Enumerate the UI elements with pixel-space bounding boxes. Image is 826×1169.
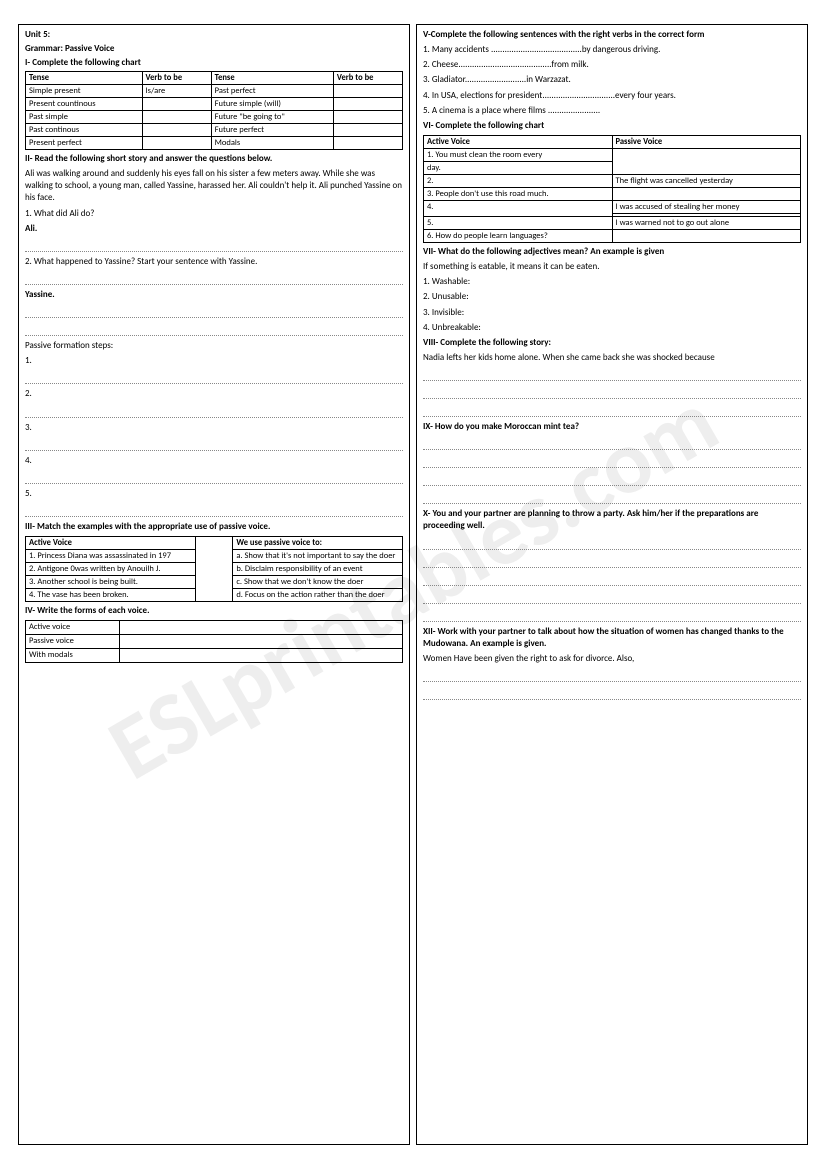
- s7-3: 3. Invisible:: [423, 307, 801, 319]
- answer-line[interactable]: [423, 473, 801, 486]
- yassine-label: Yassine.: [25, 289, 403, 301]
- answer-line[interactable]: [423, 386, 801, 399]
- blank-cell[interactable]: [120, 621, 403, 635]
- answer-line[interactable]: [423, 368, 801, 381]
- s5-2: 2. Cheese...............................…: [423, 59, 801, 71]
- answer-line[interactable]: [423, 609, 801, 622]
- heading-3: III- Match the examples with the appropr…: [25, 521, 403, 533]
- connector-cell[interactable]: [195, 537, 233, 602]
- answer-line[interactable]: [25, 323, 403, 336]
- heading-4: IV- Write the forms of each voice.: [25, 605, 403, 617]
- answer-line[interactable]: [25, 371, 403, 384]
- tense-chart: Tense Verb to be Tense Verb to be Simple…: [25, 71, 403, 150]
- th: Verb to be: [142, 72, 211, 85]
- heading-8: VIII- Complete the following story:: [423, 337, 801, 349]
- ali-label: Ali.: [25, 223, 403, 235]
- answer-line[interactable]: [423, 491, 801, 504]
- th: Active Voice: [26, 537, 196, 550]
- th: Tense: [211, 72, 333, 85]
- heading-5: V-Complete the following sentences with …: [423, 29, 801, 41]
- forms-table: Active voice Passive voice With modals: [25, 620, 403, 663]
- left-column: Unit 5: Grammar: Passive Voice I- Comple…: [18, 24, 410, 1145]
- heading-7: VII- What do the following adjectives me…: [423, 246, 801, 258]
- answer-line[interactable]: [423, 669, 801, 682]
- answer-line[interactable]: [423, 537, 801, 550]
- heading-2: II- Read the following short story and a…: [25, 153, 403, 165]
- step: 4.: [25, 455, 403, 467]
- blank-cell[interactable]: [120, 635, 403, 649]
- answer-line[interactable]: [423, 591, 801, 604]
- match-table: Active Voice We use passive voice to: 1.…: [25, 536, 403, 602]
- answer-line[interactable]: [25, 471, 403, 484]
- answer-line[interactable]: [25, 504, 403, 517]
- answer-line[interactable]: [25, 438, 403, 451]
- answer-line[interactable]: [423, 687, 801, 700]
- s8-text: Nadia lefts her kids home alone. When sh…: [423, 352, 801, 364]
- heading-6: VI- Complete the following chart: [423, 120, 801, 132]
- answer-line[interactable]: [25, 239, 403, 252]
- answer-line[interactable]: [25, 405, 403, 418]
- q2a: 1. What did Ali do?: [25, 208, 403, 220]
- step: 1.: [25, 355, 403, 367]
- answer-line[interactable]: [25, 272, 403, 285]
- answer-line[interactable]: [423, 437, 801, 450]
- th: Tense: [26, 72, 143, 85]
- s5-1: 1. Many accidents ......................…: [423, 44, 801, 56]
- s7-4: 4. Unbreakable:: [423, 322, 801, 334]
- th: Passive Voice: [612, 135, 801, 148]
- blank-cell[interactable]: [120, 649, 403, 663]
- s5-5: 5. A cinema is a place where films .....…: [423, 105, 801, 117]
- s7-2: 2. Unusable:: [423, 291, 801, 303]
- heading-9: IX- How do you make Moroccan mint tea?: [423, 421, 801, 433]
- right-column: V-Complete the following sentences with …: [416, 24, 808, 1145]
- s5-4: 4. In USA, elections for president......…: [423, 90, 801, 102]
- answer-line[interactable]: [423, 555, 801, 568]
- q2b: 2. What happened to Yassine? Start your …: [25, 256, 403, 268]
- s11-text: Women Have been given the right to ask f…: [423, 653, 801, 665]
- answer-line[interactable]: [423, 573, 801, 586]
- voice-chart: Active Voice Passive Voice 1. You must c…: [423, 135, 801, 243]
- answer-line[interactable]: [423, 404, 801, 417]
- grammar-title: Grammar: Passive Voice: [25, 43, 403, 54]
- heading-10: X- You and your partner are planning to …: [423, 508, 801, 532]
- story-text: Ali was walking around and suddenly his …: [25, 168, 403, 204]
- heading-1: I- Complete the following chart: [25, 57, 403, 68]
- pfs-label: Passive formation steps:: [25, 340, 403, 352]
- s5-3: 3. Gladiator...........................i…: [423, 74, 801, 86]
- s7-1: 1. Washable:: [423, 276, 801, 288]
- step: 2.: [25, 388, 403, 400]
- step: 5.: [25, 488, 403, 500]
- th: Verb to be: [333, 72, 402, 85]
- th: We use passive voice to:: [233, 537, 403, 550]
- unit-title: Unit 5:: [25, 29, 403, 40]
- step: 3.: [25, 422, 403, 434]
- answer-line[interactable]: [25, 305, 403, 318]
- heading-11: XII- Work with your partner to talk abou…: [423, 626, 801, 650]
- s7-example: If something is eatable, it means it can…: [423, 261, 801, 273]
- answer-line[interactable]: [423, 455, 801, 468]
- th: Active Voice: [424, 135, 613, 148]
